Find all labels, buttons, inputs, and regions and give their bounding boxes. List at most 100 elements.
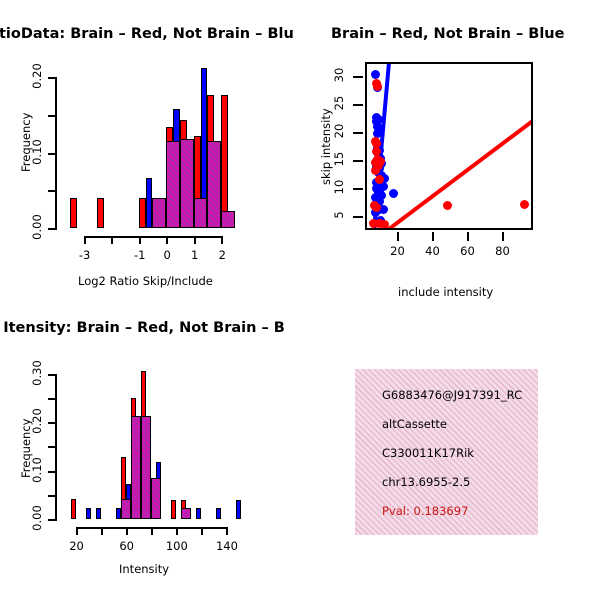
histogram-bar-blue [215,507,221,519]
x-tick-label: 20 [69,539,84,553]
x-tick [501,232,504,241]
y-tick [48,470,56,473]
histogram-bar-overlap-top [166,141,180,228]
info-pval: Pval: 0.183697 [382,504,469,518]
x-tick-label: 2 [218,248,226,262]
x-tick [83,236,86,244]
info-line-2: C330011K17Rik [382,446,474,460]
x-tick-label: -1 [133,248,146,262]
y-tick [48,494,56,497]
y-tick-label: 0.10 [30,138,44,165]
scatter-point-red [371,202,381,212]
y-tick [48,422,56,425]
scatter-plot-area [365,62,533,230]
histogram-bar-overlap-top [179,139,194,228]
scatter-point-red [372,82,382,92]
gene-info-panel: G6883476@J917391_RC altCassette C330011K17… [355,369,538,535]
scatter-point-blue [372,117,382,127]
y-tick-label: 10 [332,179,346,195]
scatter-point-blue [379,204,389,214]
x-tick [193,236,196,244]
y-tick [353,132,363,134]
scatter-point-red [443,201,452,211]
histogram-bar-blue [85,507,91,519]
histogram-bar-red [170,499,176,519]
ratio-histogram-panel: RatioData: Brain – Red, Not Brain – Blu … [0,0,300,300]
scatter-point-red [520,199,529,209]
scatter-point-red [375,174,385,184]
histogram-bar-red [221,94,229,228]
y-tick-label: 0.20 [30,408,44,434]
ratio-histogram-plot-area [63,66,235,228]
x-tick [138,236,141,244]
scatter-point-blue [371,208,381,218]
x-tick-label: 80 [495,244,510,258]
histogram-bar-blue [195,507,201,519]
y-tick [353,160,363,162]
x-tick-label: 20 [390,244,405,258]
y-tick [48,114,56,117]
info-line-3: chr13.6955-2.5 [382,475,471,489]
x-tick-label: 140 [215,539,238,553]
x-tick [100,527,103,535]
x-tick [396,232,399,241]
histogram-bar-red [97,197,105,228]
histogram-bar-overlap-top [207,141,222,228]
histogram-bar-red [138,197,146,228]
histogram-bar-overlap-top [130,416,141,519]
y-tick-label: 5 [332,211,346,219]
ratio-histogram-xlabel: Log2 Ratio Skip/Include [78,274,213,288]
x-tick [111,236,114,244]
intensity-histogram-plot-area [63,364,241,519]
histogram-bar-overlap-top [221,210,235,228]
y-tick-label: 0.10 [30,456,44,483]
histogram-bar-red [70,498,76,519]
scatter-point-red [369,218,379,228]
histogram-bar-blue [95,507,101,519]
y-tick-label: 20 [332,123,346,139]
intensity-histogram-title: ne Itensity: Brain – Red, Not Brain – B [0,320,285,336]
x-tick [431,232,434,241]
y-tick [353,104,363,106]
y-tick [353,76,363,78]
y-tick [353,188,363,190]
scatter-point-blue [372,128,382,138]
x-axis-line [83,236,224,238]
ratio-histogram-title: RatioData: Brain – Red, Not Brain – Blu [0,26,294,42]
y-tick [48,519,56,521]
histogram-bar-blue [235,499,241,519]
regression-line-red [382,118,531,228]
y-tick [48,373,56,376]
x-tick [466,232,469,241]
histogram-bar-blue [115,507,121,519]
x-tick-label: 100 [165,539,188,553]
y-tick-label: 0.00 [30,214,44,240]
info-line-0: G6883476@J917391_RC [382,388,523,402]
x-tick [200,527,203,535]
scatter-panel: Brain – Red, Not Brain – Blue skip inten… [300,0,600,300]
y-tick [48,190,56,193]
y-tick [48,152,56,155]
scatter-point-blue [378,182,388,192]
y-tick-label: 15 [332,151,346,167]
y-tick [48,77,56,80]
scatter-ylabel: skip intensity [319,108,333,185]
x-tick-label: 0 [163,248,171,262]
x-tick [75,527,78,535]
x-tick-label: 60 [460,244,475,258]
histogram-bar-overlap-top [150,477,161,519]
x-tick-label: 40 [425,244,440,258]
scatter-xlabel: include intensity [398,285,494,299]
y-tick-label: 0.00 [30,505,44,531]
scatter-point-blue [370,70,380,80]
x-tick [175,527,178,535]
y-tick-label: 30 [332,67,346,83]
x-tick-label: -3 [78,248,91,262]
scatter-title: Brain – Red, Not Brain – Blue [331,26,565,42]
scatter-point-blue [388,189,398,199]
scatter-point-red [379,219,389,228]
y-tick-label: 0.20 [30,63,44,90]
histogram-bar-overlap-top [180,507,191,519]
scatter-point-red [371,166,381,176]
x-tick [125,527,128,535]
